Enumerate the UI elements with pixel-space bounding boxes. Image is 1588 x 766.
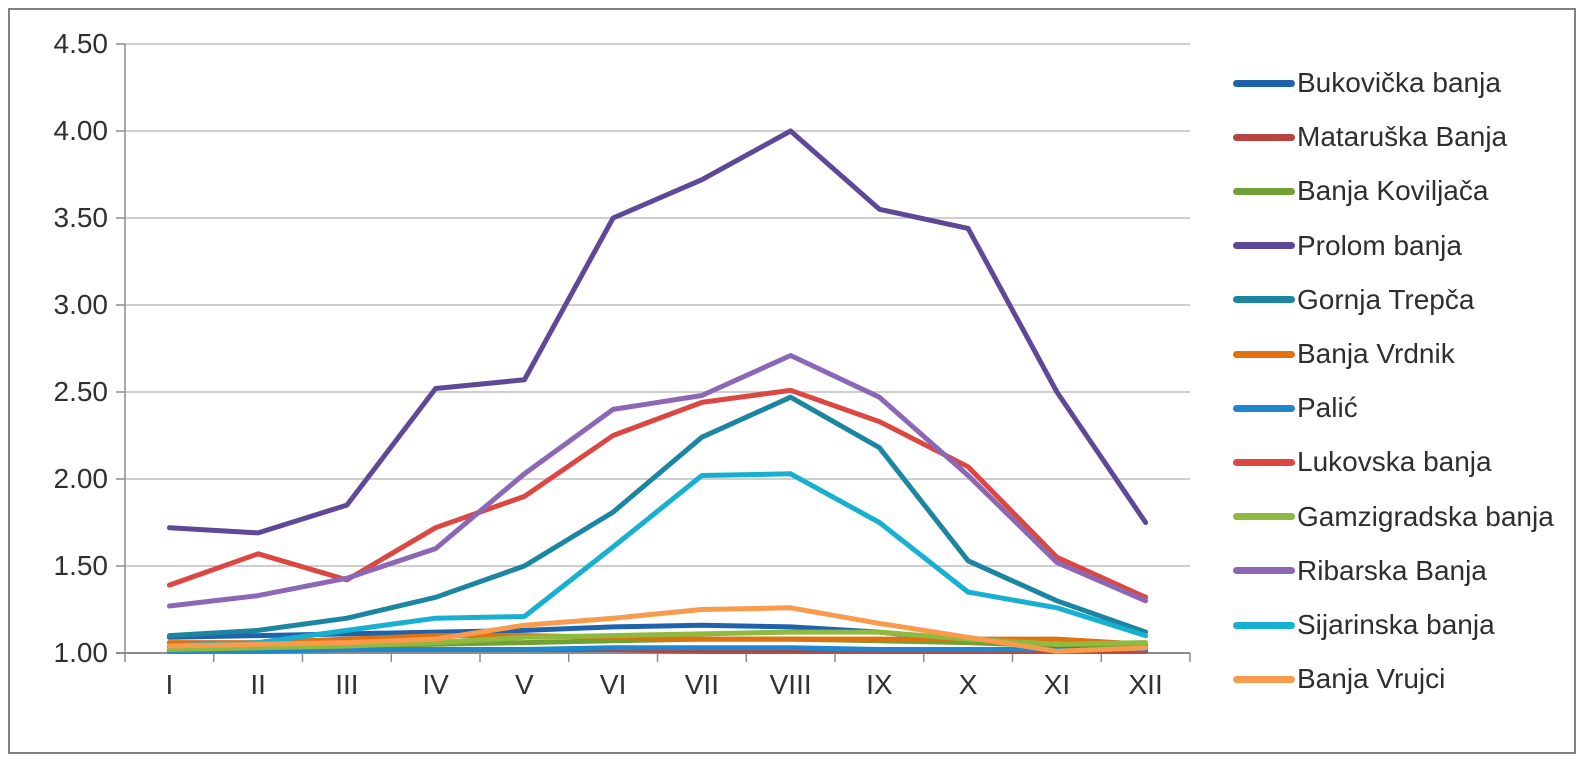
legend-swatch-prolom-banja	[1233, 242, 1295, 250]
series-line-sijarinska-banja	[166, 471, 1149, 649]
legend-item-sijarinska-banja: Sijarinska banja	[1233, 608, 1495, 642]
legend-item-prolom-banja: Prolom banja	[1233, 229, 1462, 263]
x-tick-label-ii: II	[250, 669, 266, 700]
y-tick-label-4.50: 4.50	[53, 28, 109, 59]
x-tick-label-xii: XII	[1128, 669, 1163, 700]
legend-label-pali: Palić	[1297, 392, 1358, 424]
series-line-gornja-trep-a	[166, 394, 1149, 639]
legend-swatch-ribarska-banja	[1233, 567, 1295, 575]
legend-item-pali: Palić	[1233, 391, 1358, 425]
y-tick-label-4.00: 4.00	[53, 115, 109, 146]
series-line-pali	[166, 645, 1149, 654]
legend-item-gamzigradska-banja: Gamzigradska banja	[1233, 500, 1554, 534]
legend-swatch-mataru-ka-banja	[1233, 133, 1295, 141]
x-tick-label-v: V	[515, 669, 534, 700]
series-line-ribarska-banja	[166, 353, 1149, 609]
series-line-banja-vrujci	[166, 605, 1149, 654]
y-tick-label-1.00: 1.00	[53, 637, 109, 668]
legend-label-prolom-banja: Prolom banja	[1297, 229, 1462, 261]
legend-swatch-bukovi-ka-banja	[1233, 79, 1295, 87]
legend-item-gornja-trep-a: Gornja Trepča	[1233, 283, 1474, 317]
y-tick-label-3.00: 3.00	[53, 289, 109, 320]
series-line-lukovska-banja	[166, 387, 1149, 600]
legend-item-banja-vrujci: Banja Vrujci	[1233, 662, 1445, 696]
y-tick-label-2.50: 2.50	[53, 376, 109, 407]
legend-item-bukovi-ka-banja: Bukovička banja	[1233, 66, 1501, 100]
legend-label-bukovi-ka-banja: Bukovička banja	[1297, 67, 1501, 98]
y-tick-label-1.50: 1.50	[53, 550, 109, 581]
legend-swatch-lukovska-banja	[1233, 458, 1295, 466]
legend-label-gornja-trep-a: Gornja Trepča	[1297, 283, 1475, 315]
legend-swatch-gamzigradska-banja	[1233, 513, 1295, 521]
legend-label-banja-vrujci: Banja Vrujci	[1297, 663, 1446, 695]
legend-swatch-sijarinska-banja	[1233, 621, 1295, 629]
legend-swatch-banja-vrdnik	[1233, 350, 1295, 358]
y-tick-label-3.50: 3.50	[53, 202, 109, 233]
legend-label-lukovska-banja: Lukovska banja	[1297, 446, 1492, 478]
legend-item-mataru-ka-banja: Mataruška Banja	[1233, 120, 1507, 154]
x-tick-label-i: I	[165, 669, 174, 700]
legend-label-sijarinska-banja: Sijarinska banja	[1297, 609, 1495, 640]
x-tick-label-xi: XI	[1043, 669, 1071, 700]
x-tick-label-ix: IX	[866, 669, 893, 700]
legend-swatch-gornja-trep-a	[1233, 296, 1295, 304]
x-tick-label-x: X	[958, 669, 978, 700]
chart-outer-border	[8, 8, 1576, 754]
legend-swatch-pali	[1233, 404, 1295, 412]
legend-item-banja-kovilja-a: Banja Koviljača	[1233, 174, 1488, 208]
legend-item-ribarska-banja: Ribarska Banja	[1233, 554, 1487, 588]
legend-item-banja-vrdnik: Banja Vrdnik	[1233, 337, 1455, 371]
legend-label-banja-kovilja-a: Banja Koviljača	[1297, 175, 1489, 207]
legend-label-banja-vrdnik: Banja Vrdnik	[1297, 338, 1455, 369]
legend-swatch-banja-kovilja-a	[1233, 187, 1295, 195]
x-tick-label-vii: VII	[684, 669, 719, 700]
legend-item-lukovska-banja: Lukovska banja	[1233, 445, 1492, 479]
legend-label-ribarska-banja: Ribarska Banja	[1297, 554, 1487, 586]
y-tick-label-2.00: 2.00	[53, 463, 109, 494]
x-tick-label-iii: III	[335, 669, 359, 700]
series-line-prolom-banja	[166, 128, 1149, 536]
x-tick-label-vi: VI	[599, 669, 627, 700]
x-tick-label-viii: VIII	[769, 669, 812, 700]
legend-label-mataru-ka-banja: Mataruška Banja	[1297, 121, 1508, 153]
legend-label-gamzigradska-banja: Gamzigradska banja	[1297, 500, 1554, 532]
x-tick-label-iv: IV	[422, 669, 449, 700]
legend-swatch-banja-vrujci	[1233, 675, 1295, 683]
